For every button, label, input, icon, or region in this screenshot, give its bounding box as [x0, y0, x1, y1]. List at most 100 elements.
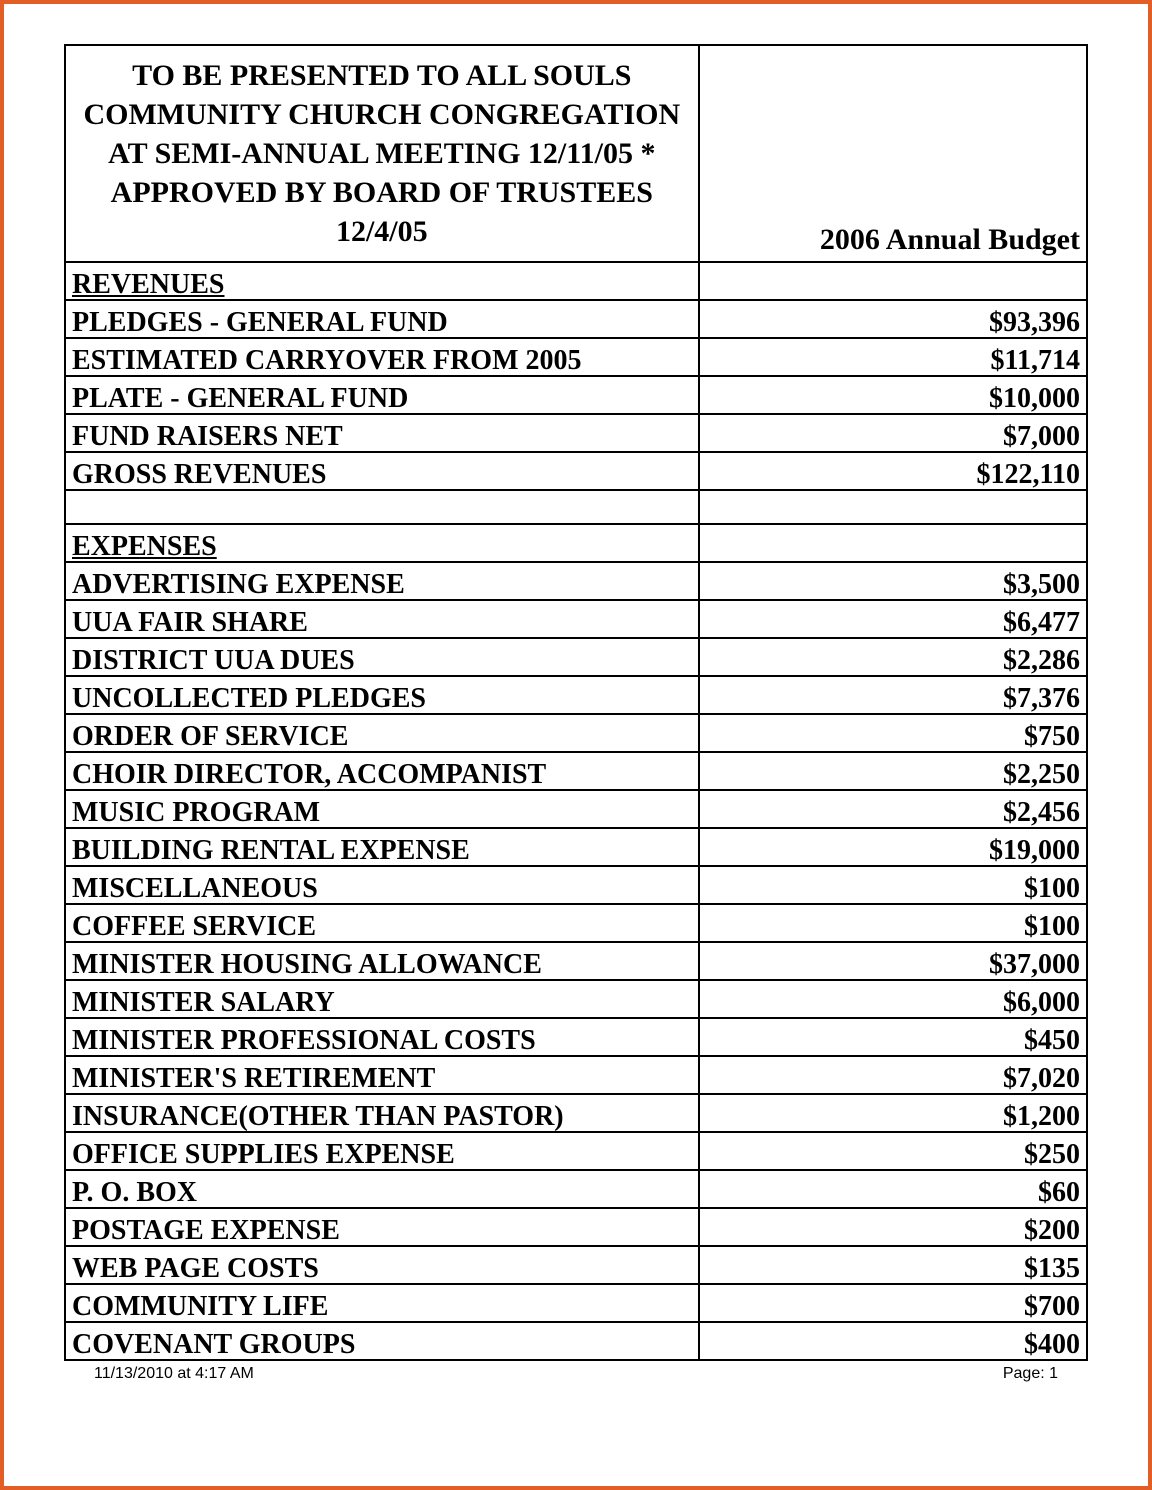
- row-amount-cell: $7,376: [699, 676, 1087, 714]
- table-row: GROSS REVENUES$122,110: [65, 452, 1087, 490]
- row-label-cell: COMMUNITY LIFE: [65, 1284, 699, 1322]
- row-amount-cell: $122,110: [699, 452, 1087, 490]
- section-heading-cell: REVENUES: [65, 262, 699, 300]
- table-row: PLATE - GENERAL FUND$10,000: [65, 376, 1087, 414]
- table-row: COVENANT GROUPS$400: [65, 1322, 1087, 1360]
- spacer-cell: [65, 490, 699, 524]
- header-title-line: COMMUNITY CHURCH CONGREGATION: [83, 98, 680, 131]
- table-row: P. O. BOX$60: [65, 1170, 1087, 1208]
- row-amount-cell: $750: [699, 714, 1087, 752]
- row-amount-cell: $200: [699, 1208, 1087, 1246]
- header-column-label-cell: 2006 Annual Budget: [699, 45, 1087, 262]
- row-label-cell: ADVERTISING EXPENSE: [65, 562, 699, 600]
- table-row: ADVERTISING EXPENSE$3,500: [65, 562, 1087, 600]
- row-amount-cell: $3,500: [699, 562, 1087, 600]
- table-row: UNCOLLECTED PLEDGES$7,376: [65, 676, 1087, 714]
- table-row: OFFICE SUPPLIES EXPENSE$250: [65, 1132, 1087, 1170]
- spacer-row: [65, 490, 1087, 524]
- row-label-cell: MISCELLANEOUS: [65, 866, 699, 904]
- row-amount-cell: $100: [699, 904, 1087, 942]
- row-label-cell: UUA FAIR SHARE: [65, 600, 699, 638]
- footer-timestamp: 11/13/2010 at 4:17 AM: [94, 1365, 254, 1383]
- table-row: WEB PAGE COSTS$135: [65, 1246, 1087, 1284]
- section-heading-amount-cell: [699, 524, 1087, 562]
- row-amount-cell: $11,714: [699, 338, 1087, 376]
- row-amount-cell: $19,000: [699, 828, 1087, 866]
- spacer-cell: [699, 490, 1087, 524]
- row-amount-cell: $135: [699, 1246, 1087, 1284]
- row-amount-cell: $1,200: [699, 1094, 1087, 1132]
- header-title-cell: TO BE PRESENTED TO ALL SOULS COMMUNITY CH…: [65, 45, 699, 262]
- row-label-cell: MINISTER PROFESSIONAL COSTS: [65, 1018, 699, 1056]
- section-heading-amount-cell: [699, 262, 1087, 300]
- page-footer: 11/13/2010 at 4:17 AM Page: 1: [64, 1361, 1088, 1383]
- row-amount-cell: $2,250: [699, 752, 1087, 790]
- row-amount-cell: $37,000: [699, 942, 1087, 980]
- row-label-cell: GROSS REVENUES: [65, 452, 699, 490]
- table-row: COFFEE SERVICE$100: [65, 904, 1087, 942]
- row-amount-cell: $93,396: [699, 300, 1087, 338]
- table-row: POSTAGE EXPENSE$200: [65, 1208, 1087, 1246]
- row-amount-cell: $6,477: [699, 600, 1087, 638]
- header-title-line: AT SEMI-ANNUAL MEETING 12/11/05 *: [108, 137, 655, 170]
- table-row: INSURANCE(OTHER THAN PASTOR)$1,200: [65, 1094, 1087, 1132]
- table-row: MINISTER'S RETIREMENT$7,020: [65, 1056, 1087, 1094]
- table-row: BUILDING RENTAL EXPENSE$19,000: [65, 828, 1087, 866]
- header-row: TO BE PRESENTED TO ALL SOULS COMMUNITY CH…: [65, 45, 1087, 262]
- footer-page-number: Page: 1: [1003, 1365, 1058, 1383]
- page-container: TO BE PRESENTED TO ALL SOULS COMMUNITY CH…: [0, 0, 1152, 1490]
- row-label-cell: UNCOLLECTED PLEDGES: [65, 676, 699, 714]
- row-amount-cell: $250: [699, 1132, 1087, 1170]
- table-row: COMMUNITY LIFE$700: [65, 1284, 1087, 1322]
- row-amount-cell: $2,456: [699, 790, 1087, 828]
- row-label-cell: BUILDING RENTAL EXPENSE: [65, 828, 699, 866]
- table-row: PLEDGES - GENERAL FUND$93,396: [65, 300, 1087, 338]
- table-row: UUA FAIR SHARE$6,477: [65, 600, 1087, 638]
- row-amount-cell: $450: [699, 1018, 1087, 1056]
- header-title-line: 12/4/05: [336, 215, 428, 248]
- row-label-cell: MINISTER SALARY: [65, 980, 699, 1018]
- row-label-cell: POSTAGE EXPENSE: [65, 1208, 699, 1246]
- table-row: MINISTER HOUSING ALLOWANCE$37,000: [65, 942, 1087, 980]
- row-label-cell: INSURANCE(OTHER THAN PASTOR): [65, 1094, 699, 1132]
- budget-table: TO BE PRESENTED TO ALL SOULS COMMUNITY CH…: [64, 44, 1088, 1361]
- row-amount-cell: $7,020: [699, 1056, 1087, 1094]
- row-amount-cell: $2,286: [699, 638, 1087, 676]
- row-label-cell: FUND RAISERS NET: [65, 414, 699, 452]
- table-row: MISCELLANEOUS$100: [65, 866, 1087, 904]
- row-label-cell: OFFICE SUPPLIES EXPENSE: [65, 1132, 699, 1170]
- table-row: ORDER OF SERVICE$750: [65, 714, 1087, 752]
- row-label-cell: MINISTER'S RETIREMENT: [65, 1056, 699, 1094]
- table-row: FUND RAISERS NET$7,000: [65, 414, 1087, 452]
- row-label-cell: COVENANT GROUPS: [65, 1322, 699, 1360]
- row-amount-cell: $60: [699, 1170, 1087, 1208]
- row-label-cell: ORDER OF SERVICE: [65, 714, 699, 752]
- table-row: ESTIMATED CARRYOVER FROM 2005$11,714: [65, 338, 1087, 376]
- table-row: MINISTER PROFESSIONAL COSTS$450: [65, 1018, 1087, 1056]
- row-amount-cell: $100: [699, 866, 1087, 904]
- row-label-cell: MINISTER HOUSING ALLOWANCE: [65, 942, 699, 980]
- row-label-cell: ESTIMATED CARRYOVER FROM 2005: [65, 338, 699, 376]
- row-amount-cell: $6,000: [699, 980, 1087, 1018]
- row-label-cell: P. O. BOX: [65, 1170, 699, 1208]
- section-heading-cell: EXPENSES: [65, 524, 699, 562]
- section-heading-text: EXPENSES: [72, 531, 217, 562]
- row-amount-cell: $700: [699, 1284, 1087, 1322]
- table-row: MUSIC PROGRAM$2,456: [65, 790, 1087, 828]
- row-amount-cell: $10,000: [699, 376, 1087, 414]
- row-label-cell: MUSIC PROGRAM: [65, 790, 699, 828]
- table-row: CHOIR DIRECTOR, ACCOMPANIST$2,250: [65, 752, 1087, 790]
- header-title-line: TO BE PRESENTED TO ALL SOULS: [132, 59, 631, 92]
- budget-table-body: TO BE PRESENTED TO ALL SOULS COMMUNITY CH…: [65, 45, 1087, 1360]
- row-label-cell: PLATE - GENERAL FUND: [65, 376, 699, 414]
- row-label-cell: DISTRICT UUA DUES: [65, 638, 699, 676]
- row-amount-cell: $7,000: [699, 414, 1087, 452]
- row-label-cell: PLEDGES - GENERAL FUND: [65, 300, 699, 338]
- table-row: MINISTER SALARY$6,000: [65, 980, 1087, 1018]
- row-label-cell: WEB PAGE COSTS: [65, 1246, 699, 1284]
- table-row: DISTRICT UUA DUES$2,286: [65, 638, 1087, 676]
- row-label-cell: CHOIR DIRECTOR, ACCOMPANIST: [65, 752, 699, 790]
- row-label-cell: COFFEE SERVICE: [65, 904, 699, 942]
- section-heading-text: REVENUES: [72, 269, 224, 300]
- section-heading-row: REVENUES: [65, 262, 1087, 300]
